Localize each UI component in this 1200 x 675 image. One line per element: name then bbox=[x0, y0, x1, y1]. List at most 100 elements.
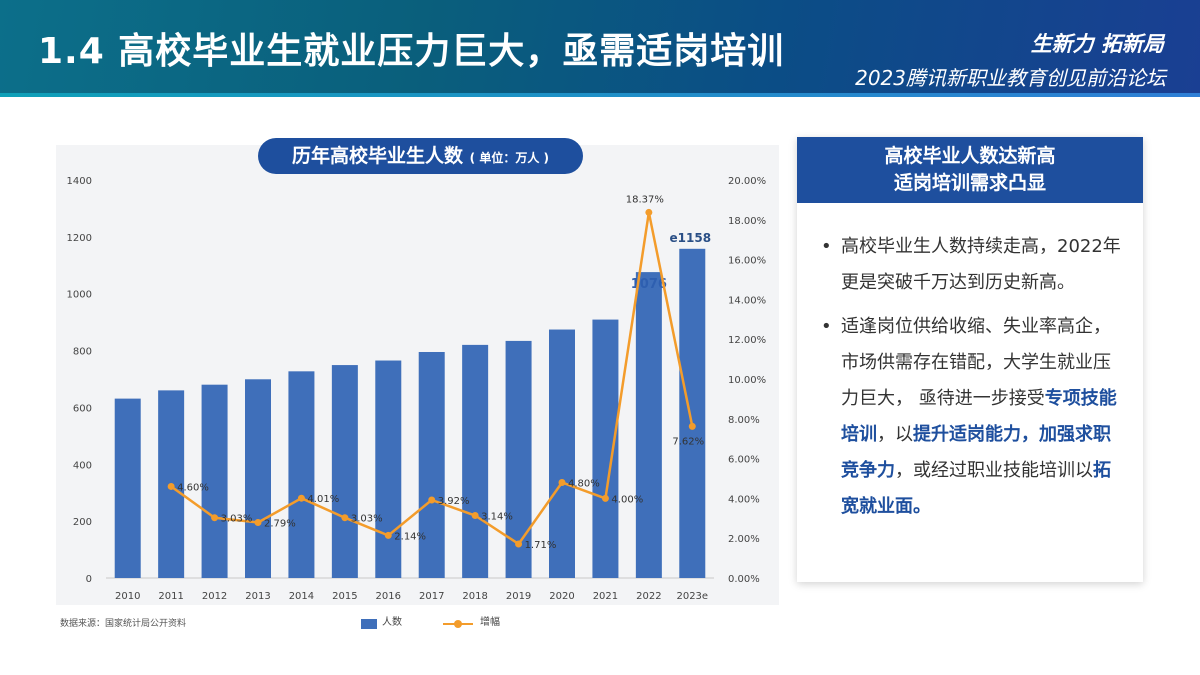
bar bbox=[549, 329, 575, 578]
header-banner: 1.4 高校毕业生就业压力巨大，亟需适岗培训 生新力 拓新局 2023腾讯新职业… bbox=[0, 0, 1200, 97]
highlight-employment-scope: 拓宽就业面。 bbox=[841, 460, 1111, 517]
y-right-tick-label: 2.00% bbox=[728, 534, 760, 545]
bar bbox=[201, 384, 228, 578]
growth-data-label: 3.03% bbox=[351, 514, 383, 525]
growth-data-label: 2.14% bbox=[394, 531, 426, 542]
y-right-tick-label: 18.00% bbox=[728, 216, 766, 227]
growth-data-label: 4.60% bbox=[177, 482, 209, 493]
growth-data-label: 2.79% bbox=[264, 518, 296, 529]
bar-line-chart: 0 200 400 600 800 1000 1200 1400 0.00% 2.00% 4.00%… bbox=[67, 176, 767, 602]
x-tick-label: 2010 bbox=[115, 591, 140, 602]
growth-data-label: 18.37% bbox=[626, 194, 664, 205]
x-tick-label: 2018 bbox=[462, 591, 487, 602]
growth-point bbox=[558, 478, 566, 486]
growth-point bbox=[645, 208, 653, 216]
y-left-tick-label: 1200 bbox=[67, 233, 92, 244]
bar bbox=[635, 272, 662, 578]
y-right-tick-label: 10.00% bbox=[728, 375, 766, 386]
data-source: 数据来源：国家统计局公开资料 bbox=[60, 619, 187, 629]
x-tick-label: 2017 bbox=[419, 591, 444, 602]
bar-data-label: 1076 bbox=[631, 277, 667, 292]
x-tick-label: 2021 bbox=[593, 591, 618, 602]
growth-point bbox=[515, 540, 523, 548]
bar bbox=[288, 371, 315, 578]
x-tick-label: 2016 bbox=[376, 591, 401, 602]
y-left-tick-label: 800 bbox=[73, 347, 92, 358]
growth-data-label: 3.92% bbox=[438, 496, 470, 507]
x-tick-label: 2013 bbox=[245, 591, 270, 602]
panel-header-line1: 高校毕业人数达新高 bbox=[884, 145, 1056, 167]
bar-data-label: e1158 bbox=[670, 231, 712, 245]
y-left-tick-label: 1000 bbox=[67, 290, 92, 301]
growth-point bbox=[167, 482, 175, 490]
bar bbox=[331, 365, 358, 578]
growth-point bbox=[601, 494, 609, 502]
y-right-tick-label: 4.00% bbox=[728, 494, 760, 505]
growth-point bbox=[254, 518, 262, 526]
bar bbox=[418, 351, 445, 578]
brand-slogan: 生新力 拓新局 bbox=[1030, 32, 1164, 56]
bullet-2-text-b: ，以 bbox=[877, 424, 913, 445]
bullet-2: 适逢岗位供给收缩、失业率高企，市场供需存在错配，大学生就业压力巨大， 亟待进一步… bbox=[821, 309, 1121, 525]
panel-body: 高校毕业生人数持续走高，2022年更是突破千万达到历史新高。 适逢岗位供给收缩、… bbox=[821, 229, 1121, 533]
y-right-tick-label: 8.00% bbox=[728, 415, 760, 426]
bullet-1: 高校毕业生人数持续走高，2022年更是突破千万达到历史新高。 bbox=[821, 229, 1121, 301]
highlight-skill-training: 专项技能培训 bbox=[841, 388, 1117, 445]
y-left-tick-label: 600 bbox=[73, 403, 92, 414]
chart-area: 0 200 400 600 800 1000 1200 1400 0.00% 2.00% 4.00%… bbox=[56, 145, 779, 605]
y-right-tick-label: 16.00% bbox=[728, 256, 766, 267]
chart-title-pill: 历年高校毕业生人数 ( 单位：万人 ) bbox=[258, 138, 583, 174]
legend-line-dot bbox=[454, 620, 462, 628]
growth-data-label: 4.01% bbox=[307, 494, 339, 505]
x-tick-label: 2020 bbox=[549, 591, 574, 602]
growth-data-label: 3.03% bbox=[221, 514, 253, 525]
x-tick-label: 2019 bbox=[506, 591, 531, 602]
x-tick-label: 2022 bbox=[636, 591, 661, 602]
y-left-tick-label: 1400 bbox=[67, 176, 92, 187]
bullet-2-text-a: 适逢岗位供给收缩、失业率高企，市场供需存在错配，大学生就业压力巨大， 亟待进一步… bbox=[841, 316, 1111, 409]
bar bbox=[462, 344, 489, 578]
y-right-tick-label: 14.00% bbox=[728, 295, 766, 306]
x-tick-label: 2012 bbox=[202, 591, 227, 602]
bar bbox=[114, 398, 141, 578]
y-left-tick-label: 200 bbox=[73, 517, 92, 528]
highlight-competitiveness: 提升适岗能力，加强求职竞争力 bbox=[841, 424, 1111, 481]
bar bbox=[245, 379, 271, 578]
panel-header: 高校毕业人数达新高 适岗培训需求凸显 bbox=[797, 137, 1143, 203]
legend-line-label: 增幅 bbox=[480, 617, 500, 628]
legend-bar-swatch bbox=[361, 619, 377, 629]
growth-point bbox=[211, 514, 219, 522]
y-right-tick-label: 6.00% bbox=[728, 455, 760, 466]
growth-point bbox=[341, 514, 349, 522]
y-right-tick-label: 20.00% bbox=[728, 176, 766, 187]
growth-point bbox=[688, 422, 696, 430]
page-title: 1.4 高校毕业生就业压力巨大，亟需适岗培训 bbox=[38, 31, 785, 72]
x-tick-label: 2015 bbox=[332, 591, 357, 602]
chart-unit: ( 单位：万人 ) bbox=[469, 151, 549, 165]
bullet-2-text-c: ，或经过职业技能培训以 bbox=[895, 460, 1093, 481]
x-tick-label: 2023e bbox=[676, 591, 708, 602]
x-tick-label: 2011 bbox=[158, 591, 183, 602]
bar bbox=[679, 248, 706, 578]
growth-data-label: 3.14% bbox=[481, 512, 513, 523]
y-left-tick-label: 0 bbox=[86, 574, 92, 585]
growth-data-label: 4.80% bbox=[568, 478, 600, 489]
growth-data-label: 4.00% bbox=[611, 494, 643, 505]
y-right-tick-label: 0.00% bbox=[728, 574, 760, 585]
growth-data-label: 7.62% bbox=[672, 436, 704, 447]
growth-point bbox=[428, 496, 436, 504]
forum-name: 2023腾讯新职业教育创见前沿论坛 bbox=[855, 66, 1166, 90]
y-left-tick-label: 400 bbox=[73, 460, 92, 471]
growth-point bbox=[471, 512, 479, 520]
y-right-tick-label: 12.00% bbox=[728, 335, 766, 346]
legend-bar-label: 人数 bbox=[382, 617, 402, 628]
growth-data-label: 1.71% bbox=[525, 540, 557, 551]
chart-title: 历年高校毕业生人数 bbox=[292, 145, 464, 167]
bar bbox=[592, 319, 619, 578]
panel-header-line2: 适岗培训需求凸显 bbox=[893, 172, 1046, 194]
bar bbox=[375, 360, 402, 578]
growth-point bbox=[297, 494, 305, 502]
x-tick-label: 2014 bbox=[289, 591, 314, 602]
summary-panel: 高校毕业人数达新高 适岗培训需求凸显 高校毕业生人数持续走高，2022年更是突破… bbox=[797, 137, 1143, 582]
growth-point bbox=[384, 531, 392, 539]
